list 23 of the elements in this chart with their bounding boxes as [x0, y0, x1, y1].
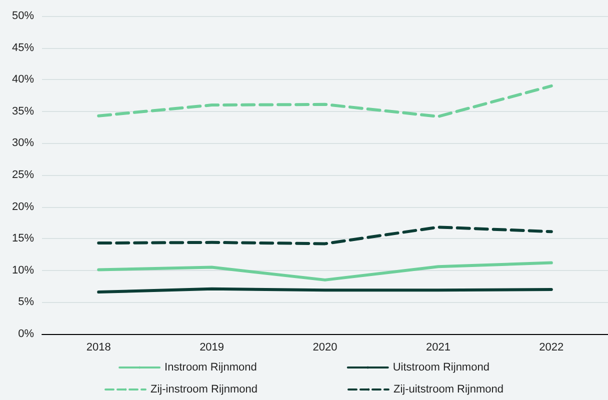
line-series	[97, 84, 553, 118]
line-series	[97, 226, 553, 246]
y-tick-label: 20%	[12, 200, 34, 213]
x-tick-label: 2022	[539, 342, 564, 354]
y-tick-label: 50%	[12, 10, 34, 22]
y-tick-label: 45%	[12, 42, 34, 54]
y-tick-label: 35%	[12, 105, 34, 118]
y-tick-label: 30%	[12, 137, 34, 150]
y-tick-label: 25%	[12, 169, 34, 181]
x-tick-label: 2020	[312, 342, 338, 354]
y-tick-label: 0%	[18, 328, 34, 340]
y-tick-label: 10%	[12, 264, 34, 276]
x-tick-label: 2019	[200, 342, 224, 354]
y-tick-label: 40%	[12, 74, 34, 86]
x-tick-label: 2018	[86, 342, 111, 354]
legend-label: Zij-uitstroom Rijnmond	[393, 384, 504, 396]
legend-label: Uitstroom Rijnmond	[392, 362, 490, 374]
legend-label: Instroom Rijnmond	[164, 362, 257, 374]
x-tick-label: 2021	[426, 342, 450, 354]
y-tick-label: 15%	[12, 232, 34, 245]
legend-label: Zij-instroom Rijnmond	[150, 384, 258, 396]
y-tick-label: 5%	[18, 296, 34, 308]
line-series	[97, 261, 553, 282]
